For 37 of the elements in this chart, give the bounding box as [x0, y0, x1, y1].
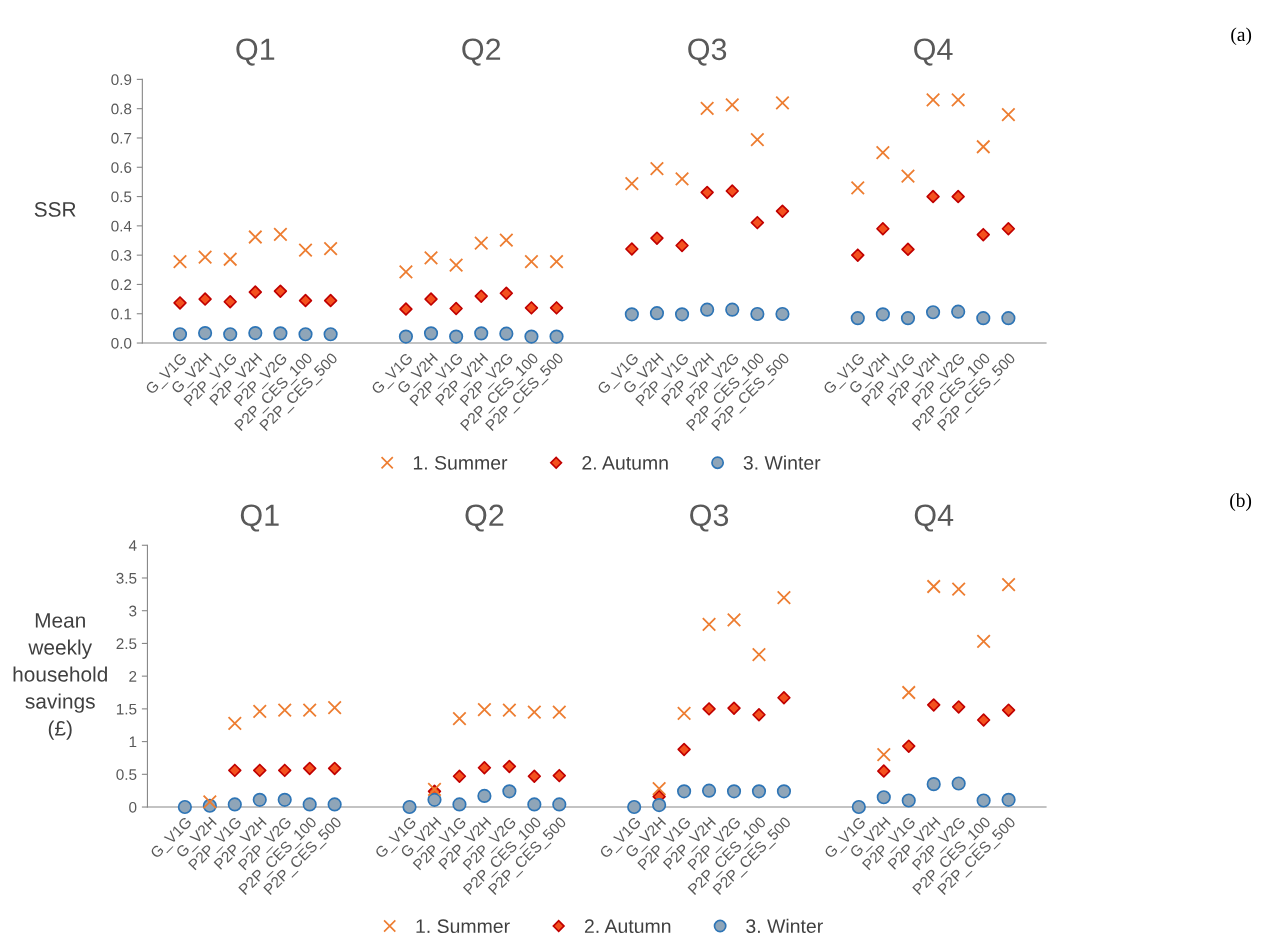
- text: Q2: [462, 38, 501, 66]
- y-tick-label: 0.5: [111, 191, 132, 203]
- legend-label: 3. Winter: [743, 455, 821, 470]
- y-tick-label: 0.1: [111, 308, 132, 320]
- y-tick-label: 0: [129, 801, 137, 813]
- text: Q1: [240, 504, 279, 532]
- y-axis-title: SSR: [34, 202, 76, 217]
- y-tick-label: 0.2: [111, 279, 132, 291]
- y-tick-label: 0.0: [111, 337, 132, 349]
- text: (a): [1231, 27, 1252, 46]
- legend-label: 2. Autumn: [584, 919, 671, 934]
- legend-label: 1. Summer: [413, 455, 508, 470]
- y-tick-label: 4: [128, 540, 137, 551]
- y-tick-label: 2.5: [116, 638, 137, 650]
- text: Q3: [690, 504, 729, 532]
- y-tick-label: 0.9: [111, 74, 132, 86]
- text: (b): [1230, 493, 1252, 511]
- y-tick-label: 0.5: [116, 769, 137, 780]
- y-tick-label: 1.5: [116, 703, 137, 715]
- text: Q3: [688, 38, 727, 66]
- text: Q4: [914, 38, 953, 66]
- y-tick-label: 1: [129, 736, 137, 748]
- y-tick-label: 3: [129, 605, 137, 617]
- legend-label: 1. Summer: [416, 919, 510, 934]
- y-tick-label: 0.8: [111, 103, 132, 115]
- y-tick-label: 2: [129, 671, 137, 682]
- legend-label: 2. Autumn: [582, 455, 668, 470]
- text: Q1: [236, 38, 275, 66]
- legend-label: 3. Winter: [746, 918, 823, 934]
- text: Q2: [465, 504, 504, 532]
- y-tick-label: 0.6: [111, 162, 132, 173]
- y-tick-label: 3.5: [116, 572, 137, 584]
- y-tick-label: 0.3: [111, 250, 132, 261]
- y-tick-label: 0.7: [111, 132, 132, 144]
- y-tick-label: 0.4: [111, 220, 132, 232]
- text: Q4: [914, 504, 954, 532]
- y-axis-title: Mean weekly household savings (£): [13, 613, 107, 740]
